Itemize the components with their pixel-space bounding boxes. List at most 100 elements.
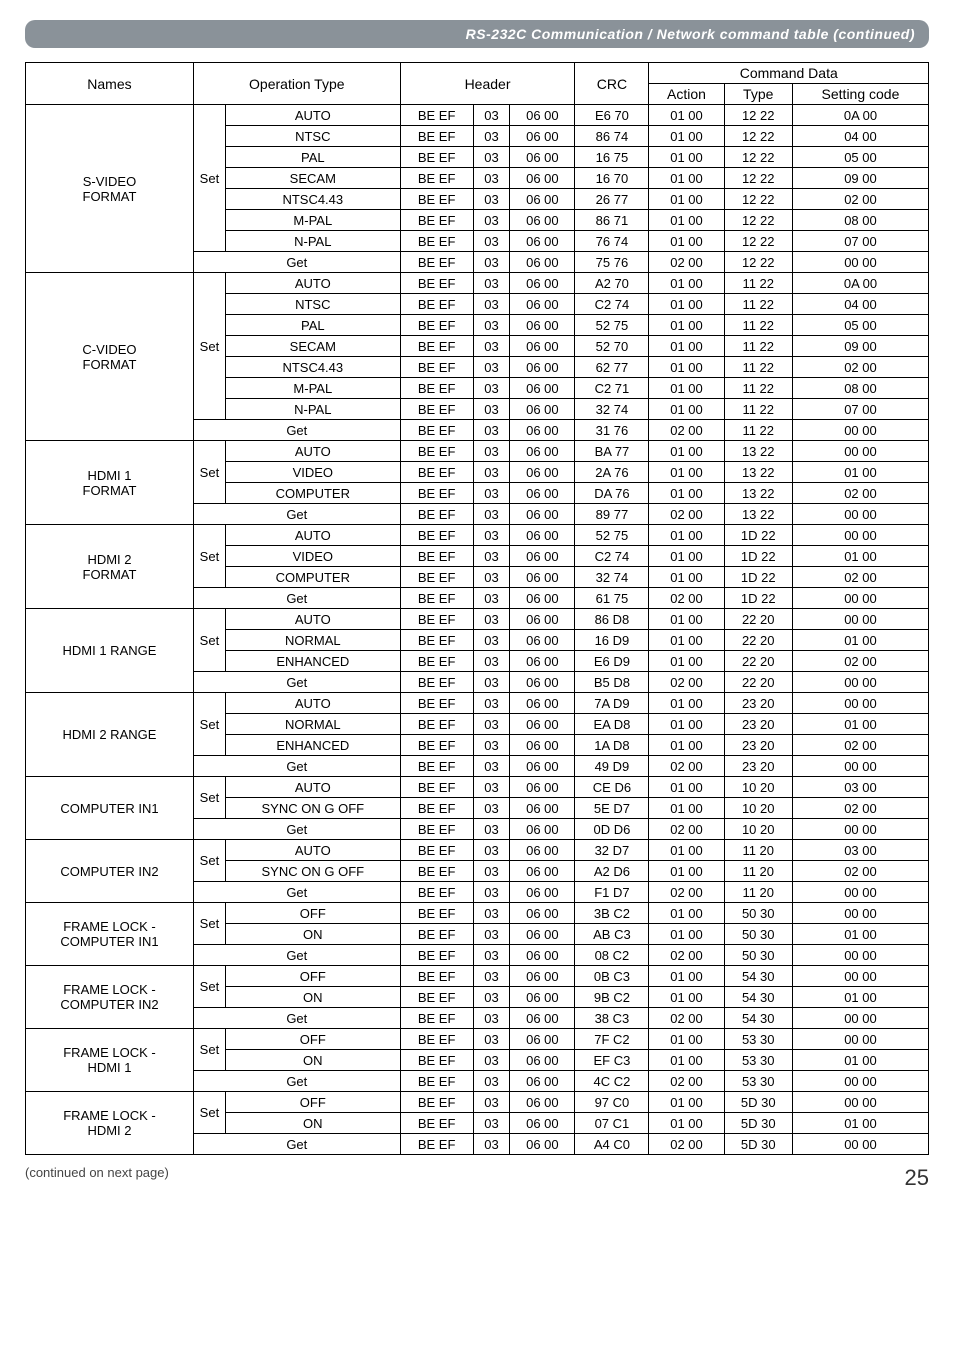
data-cell: 01 00 <box>649 777 724 798</box>
operation-cell: Get <box>193 252 400 273</box>
operation-group-cell: Set <box>193 441 225 504</box>
data-cell: E6 70 <box>575 105 649 126</box>
data-cell: 03 <box>473 273 510 294</box>
data-cell: BE EF <box>400 798 473 819</box>
data-cell: 03 <box>473 966 510 987</box>
data-cell: 06 00 <box>510 756 575 777</box>
data-cell: 12 22 <box>724 105 792 126</box>
data-cell: 02 00 <box>649 1134 724 1155</box>
data-cell: 02 00 <box>792 861 928 882</box>
data-cell: 06 00 <box>510 588 575 609</box>
data-cell: 00 00 <box>792 441 928 462</box>
data-cell: 03 <box>473 567 510 588</box>
data-cell: 16 D9 <box>575 630 649 651</box>
operation-cell: VIDEO <box>225 546 400 567</box>
data-cell: 01 00 <box>792 1050 928 1071</box>
data-cell: 11 20 <box>724 840 792 861</box>
data-cell: 05 00 <box>792 315 928 336</box>
data-cell: 06 00 <box>510 483 575 504</box>
data-cell: 13 22 <box>724 441 792 462</box>
data-cell: 03 <box>473 651 510 672</box>
data-cell: 01 00 <box>649 924 724 945</box>
data-cell: 03 <box>473 231 510 252</box>
data-cell: 11 22 <box>724 357 792 378</box>
data-cell: 06 00 <box>510 252 575 273</box>
data-cell: 06 00 <box>510 210 575 231</box>
data-cell: 4C C2 <box>575 1071 649 1092</box>
operation-cell: NTSC <box>225 294 400 315</box>
data-cell: BE EF <box>400 882 473 903</box>
operation-cell: Get <box>193 945 400 966</box>
operation-group-cell: Set <box>193 840 225 882</box>
data-cell: 06 00 <box>510 525 575 546</box>
data-cell: 06 00 <box>510 567 575 588</box>
data-cell: 00 00 <box>792 945 928 966</box>
data-cell: 32 74 <box>575 567 649 588</box>
operation-cell: NTSC4.43 <box>225 189 400 210</box>
data-cell: BE EF <box>400 987 473 1008</box>
section-title: RS-232C Communication / Network command … <box>25 20 929 48</box>
operation-cell: OFF <box>225 1029 400 1050</box>
data-cell: BA 77 <box>575 441 649 462</box>
data-cell: BE EF <box>400 966 473 987</box>
operation-group-cell: Set <box>193 609 225 672</box>
data-cell: 06 00 <box>510 399 575 420</box>
data-cell: DA 76 <box>575 483 649 504</box>
operation-cell: Get <box>193 882 400 903</box>
data-cell: 03 <box>473 693 510 714</box>
data-cell: BE EF <box>400 168 473 189</box>
table-row: HDMI 2FORMATSetAUTOBE EF0306 0052 7501 0… <box>26 525 929 546</box>
operation-cell: ENHANCED <box>225 735 400 756</box>
data-cell: 07 C1 <box>575 1113 649 1134</box>
data-cell: 01 00 <box>792 546 928 567</box>
data-cell: 11 22 <box>724 420 792 441</box>
data-cell: 06 00 <box>510 1050 575 1071</box>
data-cell: 50 30 <box>724 903 792 924</box>
data-cell: BE EF <box>400 189 473 210</box>
name-cell: HDMI 2 RANGE <box>26 693 194 777</box>
name-cell: FRAME LOCK -COMPUTER IN2 <box>26 966 194 1029</box>
data-cell: EA D8 <box>575 714 649 735</box>
data-cell: 06 00 <box>510 819 575 840</box>
data-cell: 06 00 <box>510 777 575 798</box>
data-cell: 06 00 <box>510 1092 575 1113</box>
data-cell: 22 20 <box>724 672 792 693</box>
data-cell: 06 00 <box>510 462 575 483</box>
data-cell: 11 22 <box>724 336 792 357</box>
data-cell: 06 00 <box>510 294 575 315</box>
data-cell: 26 77 <box>575 189 649 210</box>
data-cell: BE EF <box>400 546 473 567</box>
data-cell: 06 00 <box>510 609 575 630</box>
data-cell: 01 00 <box>649 630 724 651</box>
data-cell: 00 00 <box>792 882 928 903</box>
data-cell: C2 74 <box>575 294 649 315</box>
data-cell: 06 00 <box>510 987 575 1008</box>
operation-cell: M-PAL <box>225 378 400 399</box>
data-cell: BE EF <box>400 567 473 588</box>
data-cell: 07 00 <box>792 231 928 252</box>
operation-group-cell: Set <box>193 273 225 420</box>
data-cell: 01 00 <box>649 210 724 231</box>
data-cell: BE EF <box>400 945 473 966</box>
data-cell: BE EF <box>400 294 473 315</box>
data-cell: 5E D7 <box>575 798 649 819</box>
col-names: Names <box>26 63 194 105</box>
operation-group-cell: Set <box>193 777 225 819</box>
table-row: HDMI 1 RANGESetAUTOBE EF0306 0086 D801 0… <box>26 609 929 630</box>
command-table: Names Operation Type Header CRC Command … <box>25 62 929 1155</box>
operation-cell: N-PAL <box>225 231 400 252</box>
operation-group-cell: Set <box>193 1092 225 1134</box>
data-cell: 01 00 <box>792 987 928 1008</box>
data-cell: 02 00 <box>649 504 724 525</box>
data-cell: 03 00 <box>792 777 928 798</box>
data-cell: 03 <box>473 756 510 777</box>
data-cell: 06 00 <box>510 735 575 756</box>
data-cell: BE EF <box>400 126 473 147</box>
data-cell: 03 <box>473 1071 510 1092</box>
data-cell: 76 74 <box>575 231 649 252</box>
data-cell: 11 22 <box>724 294 792 315</box>
data-cell: 00 00 <box>792 672 928 693</box>
data-cell: 01 00 <box>649 231 724 252</box>
data-cell: 06 00 <box>510 273 575 294</box>
data-cell: 00 00 <box>792 903 928 924</box>
